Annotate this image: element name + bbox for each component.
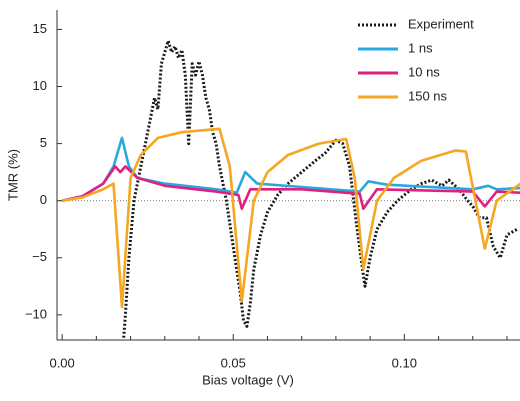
y-tick-label: −5 <box>32 249 47 264</box>
legend-label: Experiment <box>408 16 474 31</box>
x-tick-label: 0.00 <box>49 355 74 370</box>
x-axis-label: Bias voltage (V) <box>202 372 294 387</box>
line-series <box>122 39 519 338</box>
y-tick-label: 10 <box>33 78 47 93</box>
legend-label: 1 ns <box>408 40 433 55</box>
line-series <box>61 127 520 309</box>
legend-label: 10 ns <box>408 64 440 79</box>
y-tick-label: −10 <box>25 306 47 321</box>
y-tick-label: 5 <box>40 135 47 150</box>
y-tick-label: 15 <box>33 21 47 36</box>
line-series <box>61 165 520 210</box>
line-series <box>61 136 520 202</box>
y-axis-label: TMR (%) <box>5 149 20 201</box>
legend-label: 150 ns <box>408 88 448 103</box>
y-tick-label: 0 <box>40 192 47 207</box>
x-tick-label: 0.05 <box>221 355 246 370</box>
x-tick-label: 0.10 <box>392 355 417 370</box>
